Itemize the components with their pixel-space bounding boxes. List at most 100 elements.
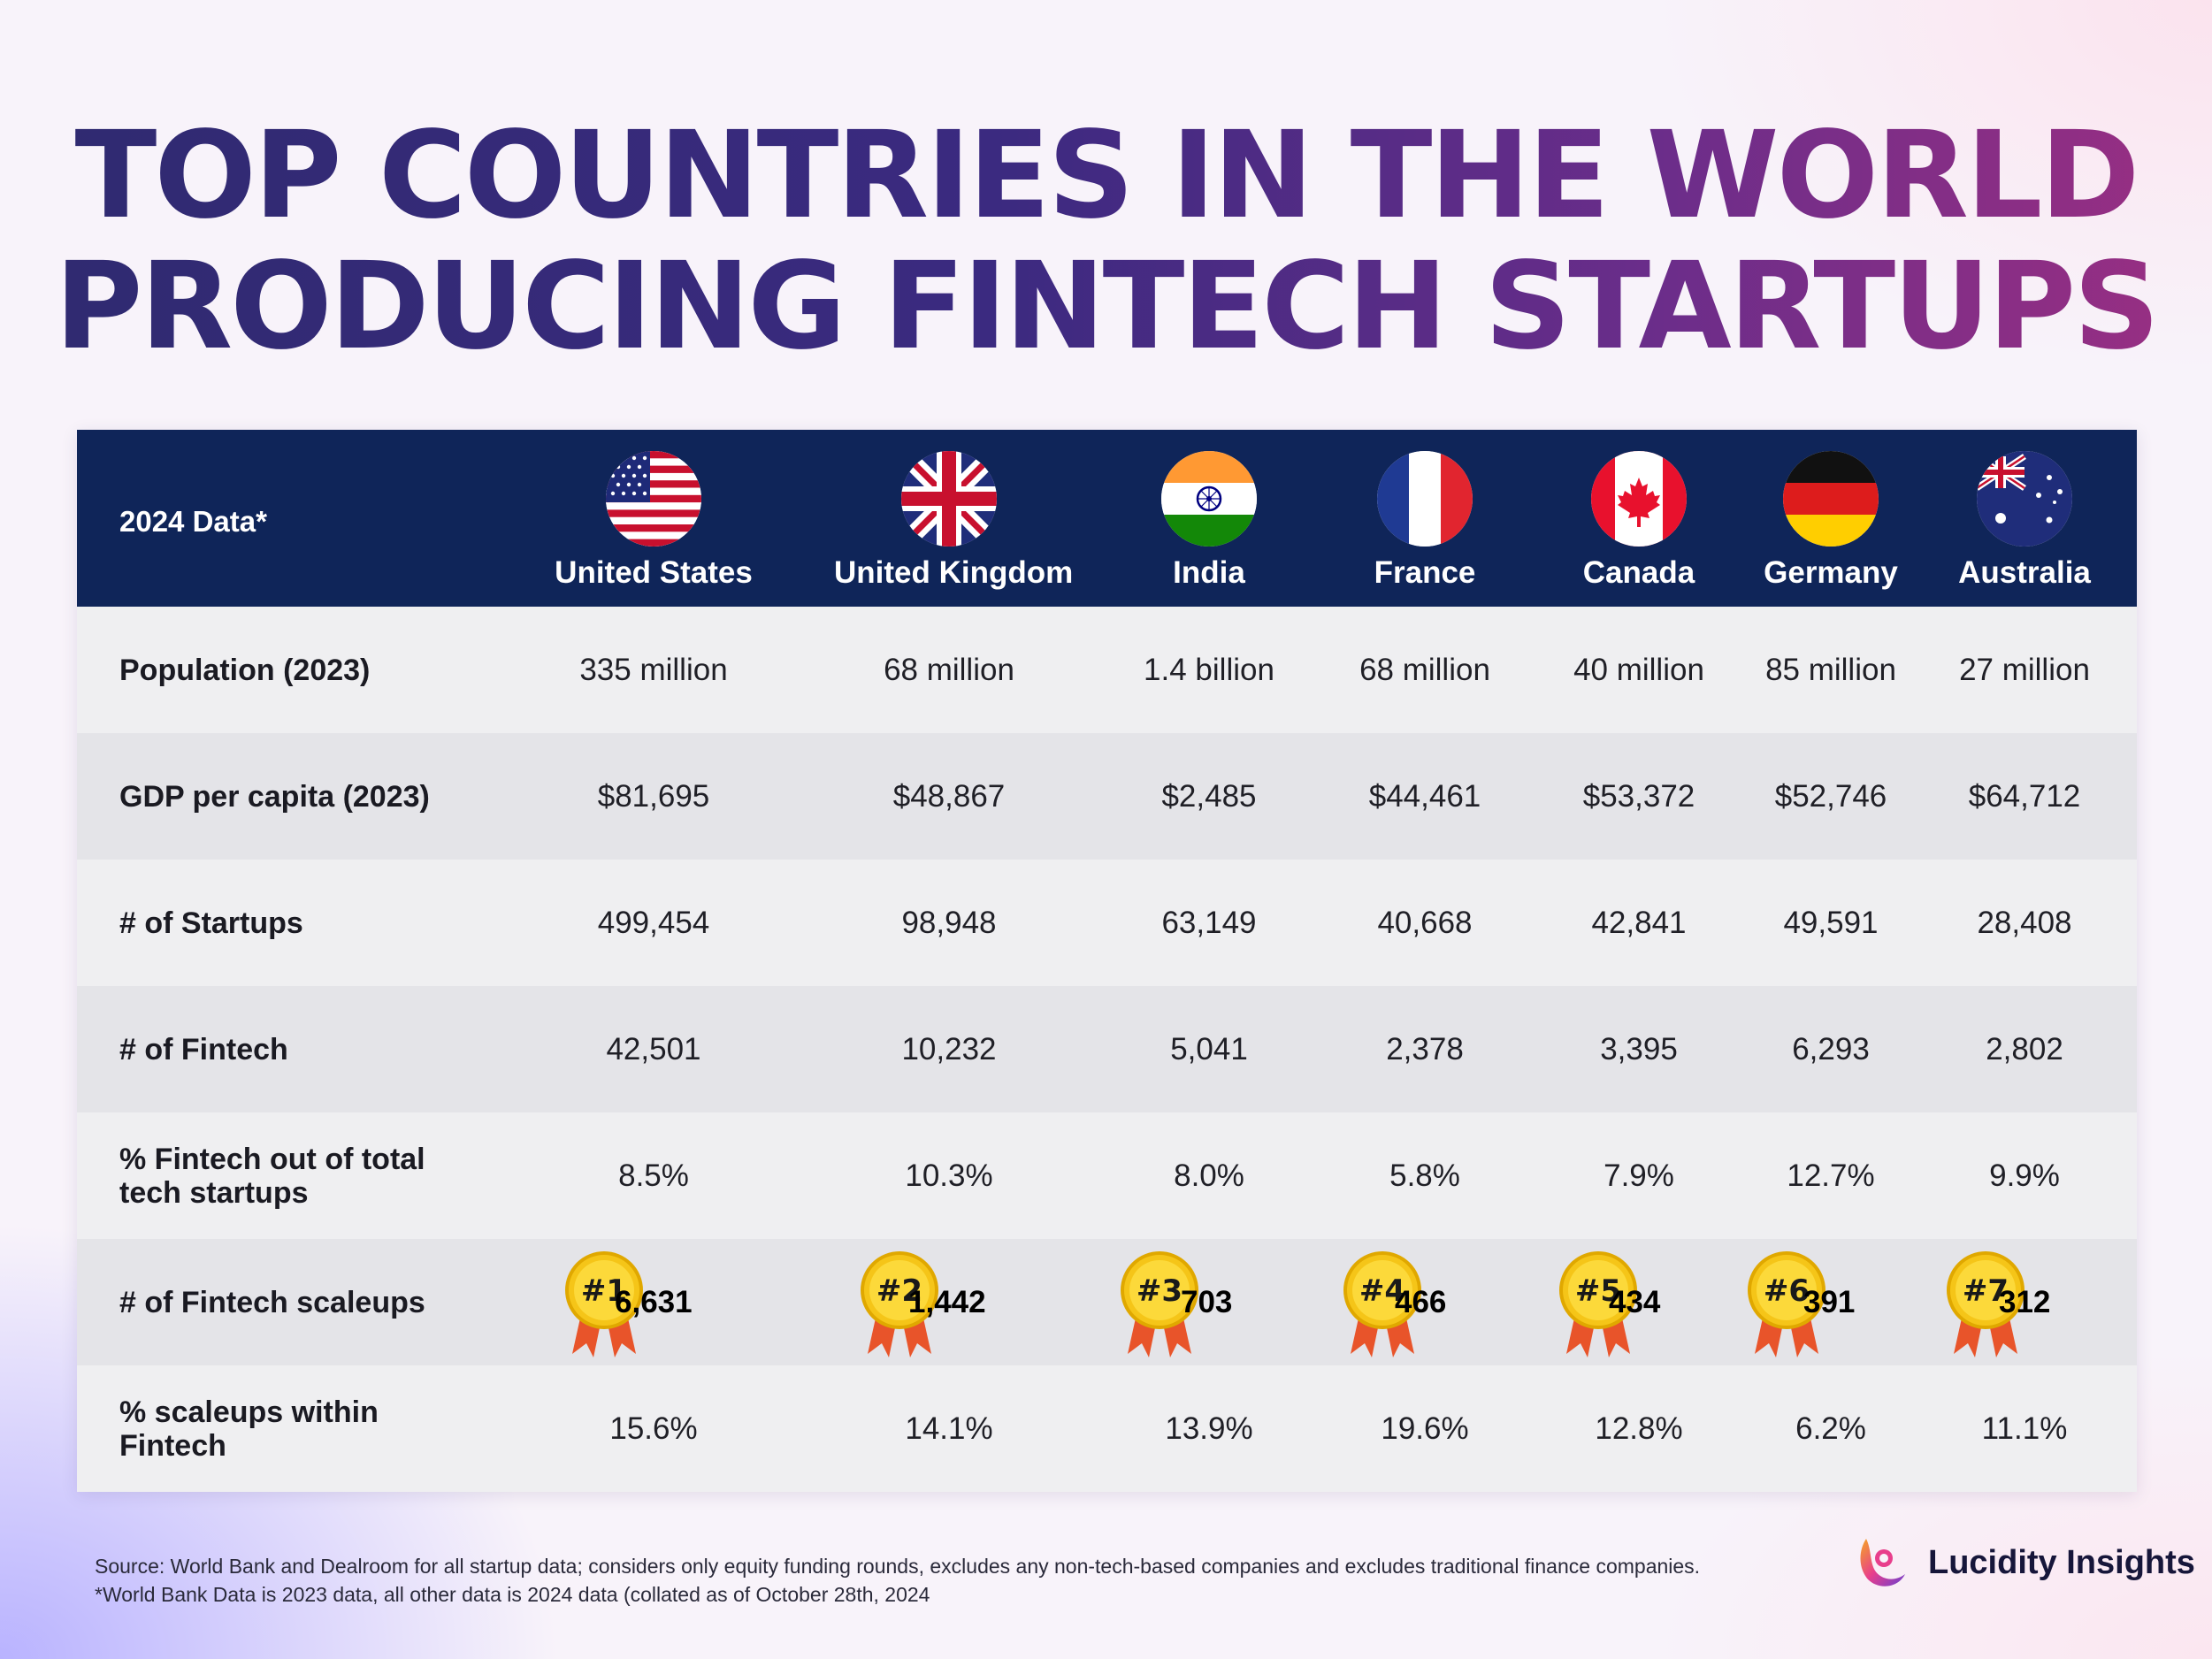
table-cell: 15.6% [609,1411,698,1446]
medal-icon: #5 [1558,1248,1639,1361]
table-cell: $64,712 [1968,778,2081,814]
table-cell: 14.1% [905,1411,993,1446]
table-cell: $2,485 [1161,778,1257,814]
scaleups-value: 6,631 [615,1285,693,1319]
table-cell: 5.8% [1389,1158,1460,1193]
data-note: *World Bank Data is 2023 data, all other… [95,1583,930,1606]
table-cell: 42,501 [606,1031,701,1066]
medal-icon: #4 [1342,1248,1423,1361]
table-cell: 499,454 [597,905,710,940]
table-row-fintech-share: % Fintech out of total tech startups 8.5… [77,1112,2137,1239]
table-cell: $81,695 [597,778,710,814]
lucidity-logo-icon [1860,1539,1905,1586]
table-row-gdp: GDP per capita (2023) $81,695 $48,867 $2… [77,733,2137,860]
scaleups-value: 434 [1609,1285,1661,1319]
table-row-fintech: # of Fintech 42,501 10,232 5,041 2,378 3… [77,986,2137,1112]
row-label: % Fintech out of total tech startups [119,1142,425,1210]
rank-label: #4 [1359,1273,1405,1309]
table-cell: 7.9% [1604,1158,1674,1193]
scaleups-value: 391 [1803,1285,1856,1319]
table-cell: 6.2% [1795,1411,1866,1446]
rank-label: #6 [1764,1273,1810,1309]
rank-label: #7 [1963,1273,2009,1309]
table-row-startups: # of Startups 499,454 98,948 63,149 40,6… [77,860,2137,986]
table-cell: 28,408 [1977,905,2072,940]
title-line-1: TOP COUNTRIES IN THE WORLD [0,111,2212,241]
medal-icon: #2 [859,1248,940,1361]
table-cell: 63,149 [1161,905,1257,940]
country-header-uk: United Kingdom [834,451,1073,591]
table-cell: 10,232 [901,1031,997,1066]
medal-icon: #7 [1945,1248,2026,1361]
country-header-canada: Canada [1524,451,1754,591]
uk-flag-icon [901,451,997,547]
table-cell: 13.9% [1165,1411,1253,1446]
table-cell: $52,746 [1774,778,1887,814]
table-cell: 6,293 [1792,1031,1870,1066]
country-name: Canada [1582,555,1695,590]
table-cell: 49,591 [1783,905,1879,940]
country-header-france: France [1310,451,1540,591]
medal-icon: #6 [1746,1248,1827,1361]
table-cell: 12.8% [1595,1411,1683,1446]
scaleups-value: 703 [1181,1285,1233,1319]
table-cell: $44,461 [1368,778,1481,814]
australia-flag-icon [1977,451,2072,547]
country-name: India [1173,555,1245,590]
rank-label: #3 [1137,1273,1183,1309]
row-label: Population (2023) [119,653,371,687]
table-cell: 11.1% [1981,1411,2068,1446]
country-name: Germany [1764,555,1898,590]
table-row-population: Population (2023) 335 million 68 million… [77,607,2137,733]
table-cell: 335 million [579,652,728,687]
country-name: France [1374,555,1476,590]
table-cell: 2,802 [1986,1031,2063,1066]
table-row-scaleup-share: % scaleups within Fintech 15.6% 14.1% 13… [77,1365,2137,1492]
row-label: # of Fintech [119,1032,288,1066]
rank-label: #5 [1575,1273,1621,1309]
brand: Lucidity Insights [1848,1532,2195,1594]
table-cell: 12.7% [1787,1158,1875,1193]
row-label: # of Startups [119,906,303,940]
rank-label: #1 [581,1273,627,1309]
country-header-us: United States [539,451,769,591]
row-label: % scaleups within Fintech [119,1395,379,1463]
table-cell: $53,372 [1582,778,1695,814]
country-name: Australia [1958,555,2091,590]
table-cell: 68 million [884,652,1014,687]
table-cell: 98,948 [901,905,997,940]
table-cell: 8.0% [1174,1158,1244,1193]
table-cell: 85 million [1765,652,1896,687]
row-label: GDP per capita (2023) [119,779,430,814]
table-cell: 10.3% [905,1158,993,1193]
france-flag-icon [1377,451,1473,547]
table-cell: 42,841 [1591,905,1687,940]
table-row-scaleups: # of Fintech scaleups #1 6,631 #2 1,442 [77,1239,2137,1365]
footer-notes: Source: World Bank and Dealroom for all … [95,1552,1700,1609]
table-cell: 1.4 billion [1144,652,1274,687]
country-header-australia: Australia [1910,451,2139,591]
scaleups-value: 1,442 [908,1285,986,1319]
table-cell: 9.9% [1989,1158,2060,1193]
fintech-table: 2024 Data* [77,430,2137,1492]
medal-icon: #3 [1119,1248,1200,1361]
canada-flag-icon [1591,451,1687,547]
table-cell: 3,395 [1600,1031,1678,1066]
country-header-india: India [1094,451,1324,591]
scaleups-value: 312 [1999,1285,2051,1319]
title-line-2: PRODUCING FINTECH STARTUPS [0,241,2212,372]
scaleups-value: 466 [1395,1285,1447,1319]
table-cell: 2,378 [1386,1031,1464,1066]
table-cell: 68 million [1359,652,1490,687]
table-cell: 19.6% [1381,1411,1469,1446]
source-note: Source: World Bank and Dealroom for all … [95,1555,1701,1578]
india-flag-icon [1161,451,1257,547]
rank-label: #2 [876,1273,922,1309]
table-cell: 40 million [1573,652,1704,687]
country-name: United States [555,555,753,590]
table-header: 2024 Data* [77,430,2137,607]
table-cell: 8.5% [618,1158,689,1193]
table-cell: 5,041 [1170,1031,1248,1066]
page-title: TOP COUNTRIES IN THE WORLD PRODUCING FIN… [0,111,2212,372]
brand-name: Lucidity Insights [1928,1543,2195,1581]
